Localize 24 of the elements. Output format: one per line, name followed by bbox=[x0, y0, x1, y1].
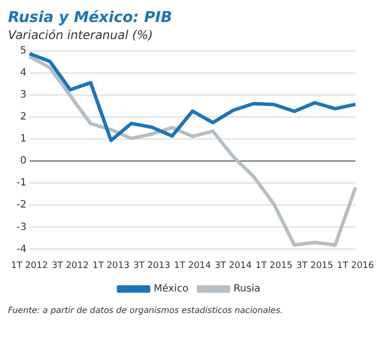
y-tick-label: 2 bbox=[20, 112, 26, 123]
y-tick-label: 4 bbox=[20, 68, 26, 79]
y-tick-label: -4 bbox=[16, 244, 26, 255]
x-tick-label: 3T 2012 bbox=[52, 260, 89, 271]
source-note: Fuente: a partir de datos de organismos estadísticos nacionales. bbox=[8, 306, 284, 316]
x-tick-label: 3T 2014 bbox=[214, 260, 252, 271]
x-tick-label: 1T 2015 bbox=[256, 260, 293, 271]
x-tick-label: 3T 2015 bbox=[296, 260, 334, 271]
chart-title: Rusia y México: PIB bbox=[8, 8, 174, 26]
legend-label: Rusia bbox=[233, 284, 260, 295]
y-tick-label: 0 bbox=[20, 156, 26, 167]
x-tick-label: 1T 2012 bbox=[10, 260, 48, 271]
x-tick-label: 1T 2016 bbox=[337, 260, 374, 271]
x-tick-label: 3T 2013 bbox=[133, 260, 170, 271]
y-tick-label: -2 bbox=[16, 200, 26, 211]
x-tick-label: 1T 2013 bbox=[92, 260, 130, 271]
y-tick-label: 3 bbox=[20, 90, 26, 101]
y-tick-label: 5 bbox=[20, 46, 26, 57]
y-tick-label: 1 bbox=[20, 134, 26, 145]
x-tick-label: 1T 2014 bbox=[174, 260, 212, 271]
y-tick-label: -1 bbox=[16, 178, 26, 189]
legend-label: México bbox=[154, 284, 188, 295]
chart-subtitle: Variación interanual (%) bbox=[8, 28, 154, 42]
y-tick-label: -3 bbox=[16, 222, 26, 233]
